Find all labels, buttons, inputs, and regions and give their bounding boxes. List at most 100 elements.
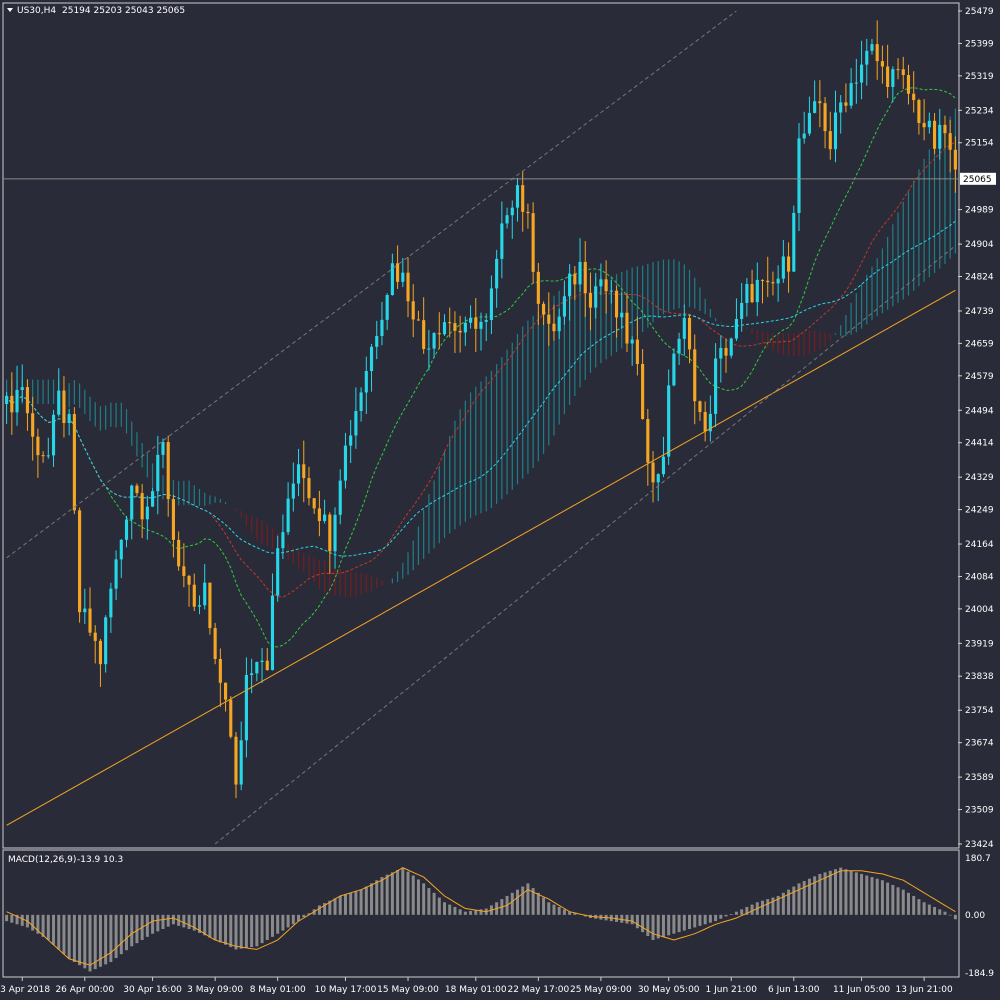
candle-body xyxy=(922,123,926,128)
price-tick: 24824 xyxy=(965,273,994,283)
candle-body xyxy=(302,464,306,479)
candle-body xyxy=(276,548,280,596)
candle-body xyxy=(328,514,332,552)
trendlines[interactable] xyxy=(4,10,958,845)
candle-body xyxy=(166,442,170,500)
candle-body xyxy=(833,112,838,150)
candle-body xyxy=(25,387,30,414)
candle-body xyxy=(755,279,759,303)
candle-body xyxy=(265,660,269,671)
candle-body xyxy=(724,347,728,356)
macd-indicator: 180.7 0.00 -184.9 xyxy=(5,854,994,979)
candle-body xyxy=(880,61,884,67)
candle-body xyxy=(229,699,233,737)
candle-body xyxy=(802,133,806,139)
candle-body xyxy=(938,124,942,149)
candle-body xyxy=(197,605,202,607)
candle-body xyxy=(354,411,358,436)
candle-body xyxy=(177,539,181,567)
candle-body xyxy=(781,256,785,279)
candle-body xyxy=(124,519,129,540)
candle-body xyxy=(813,101,817,113)
candle-body xyxy=(495,258,499,289)
support-trendline xyxy=(6,289,956,826)
candle-body xyxy=(500,223,504,259)
candle-body xyxy=(213,628,217,659)
candle-body xyxy=(760,279,765,281)
candle-body xyxy=(427,348,431,350)
triangle-down-icon[interactable] xyxy=(7,8,13,12)
candle-body xyxy=(307,478,311,499)
candle-body xyxy=(583,261,587,294)
candle-body xyxy=(286,498,290,533)
price-tick: 23424 xyxy=(965,840,994,850)
candle-body xyxy=(562,296,566,317)
candle-body xyxy=(703,411,707,432)
candle-body xyxy=(114,559,118,589)
time-tick: 8 May 01:00 xyxy=(250,985,306,995)
candle-body xyxy=(151,491,155,507)
candle-body xyxy=(839,102,843,113)
macd-tick: 0.00 xyxy=(965,911,985,921)
candle-body xyxy=(135,485,139,494)
candle-body xyxy=(750,283,754,303)
candle-body xyxy=(552,323,556,332)
candle-body xyxy=(651,462,655,483)
candle-body xyxy=(745,283,749,303)
candle-body xyxy=(708,413,712,432)
price-tick: 23754 xyxy=(965,706,994,716)
candle-body xyxy=(823,103,827,132)
candle-body xyxy=(5,395,9,404)
macd-signal-line xyxy=(6,867,956,966)
candle-body xyxy=(156,454,160,492)
candle-body xyxy=(906,75,911,94)
candle-body xyxy=(51,414,56,456)
candle-body xyxy=(536,271,540,304)
candle-body xyxy=(641,363,645,420)
candle-body xyxy=(145,506,149,520)
candle-body xyxy=(849,83,853,106)
candle-body xyxy=(83,608,87,613)
candle-body xyxy=(187,575,191,585)
time-tick: 13 Jun 21:00 xyxy=(896,985,953,995)
ma-line-40 xyxy=(6,141,956,598)
candle-body xyxy=(604,279,608,292)
candle-body xyxy=(797,138,801,213)
time-tick: 1 Jun 21:00 xyxy=(706,985,758,995)
candle-body xyxy=(625,312,629,344)
candle-body xyxy=(917,100,921,124)
candle-body xyxy=(635,339,639,364)
candle-body xyxy=(333,514,337,552)
candle-body xyxy=(349,435,353,446)
candle-body xyxy=(270,595,275,671)
candle-body xyxy=(406,272,410,302)
price-tick: 25234 xyxy=(965,106,994,116)
price-tick: 24579 xyxy=(965,372,994,382)
candle-body xyxy=(208,582,212,629)
candle-body xyxy=(865,50,869,65)
ohlc-values: 25194 25203 25043 25065 xyxy=(62,6,185,16)
candle-body xyxy=(912,93,916,101)
candle-body xyxy=(93,632,97,641)
candle-body xyxy=(599,279,603,287)
candle-body xyxy=(442,322,447,335)
candle-body xyxy=(396,263,400,282)
candle-body xyxy=(677,338,681,354)
ma-line-60 xyxy=(6,220,956,557)
candle-body xyxy=(588,293,593,308)
price-tick: 23674 xyxy=(965,739,994,749)
candle-body xyxy=(875,44,879,62)
candle-body xyxy=(469,317,473,323)
ma-line-20 xyxy=(6,87,956,648)
candle-body xyxy=(943,124,947,134)
time-tick: 30 May 05:00 xyxy=(638,985,700,995)
candle-body xyxy=(818,101,822,104)
candle-body xyxy=(390,263,394,296)
candle-body xyxy=(422,320,426,349)
candle-body xyxy=(218,658,222,683)
candle-body xyxy=(338,480,342,515)
candle-body xyxy=(104,617,108,665)
candle-body xyxy=(479,321,483,329)
candle-body xyxy=(57,390,61,415)
